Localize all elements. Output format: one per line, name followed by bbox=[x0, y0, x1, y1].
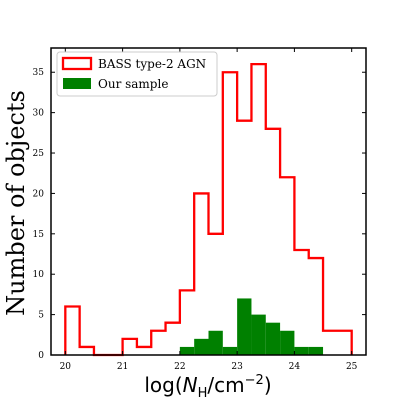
y-tick-label: 0 bbox=[38, 351, 44, 361]
our-sample-bar bbox=[194, 338, 209, 355]
legend-label-bass: BASS type-2 AGN bbox=[98, 57, 206, 71]
our-sample-bar bbox=[208, 330, 223, 355]
x-tick-label: 24 bbox=[289, 362, 301, 372]
our-sample-bar bbox=[251, 314, 266, 355]
our-sample-bar bbox=[237, 298, 252, 355]
y-tick-label: 20 bbox=[33, 189, 45, 199]
legend-box bbox=[56, 51, 218, 97]
y-tick-label: 15 bbox=[33, 230, 45, 240]
x-tick-label: 22 bbox=[174, 362, 185, 372]
legend: BASS type-2 AGN Our sample bbox=[56, 51, 218, 97]
y-tick-label: 25 bbox=[33, 149, 45, 159]
our-sample-bar bbox=[280, 330, 295, 355]
y-axis-title: Number of objects bbox=[2, 90, 30, 316]
x-tick-label: 20 bbox=[60, 362, 72, 372]
legend-swatch-bass bbox=[61, 56, 93, 71]
x-tick-label: 21 bbox=[117, 362, 128, 372]
axis-tick-labels: 20 21 22 23 24 25 0 5 10 15 20 25 30 35 bbox=[33, 68, 358, 372]
x-tick-label: 25 bbox=[346, 362, 358, 372]
legend-label-our-sample: Our sample bbox=[98, 77, 168, 91]
y-tick-label: 5 bbox=[38, 311, 44, 321]
bass-type2-step-line bbox=[64, 63, 353, 357]
axis-ticks bbox=[51, 48, 366, 356]
x-axis-title: log(NH/cm−2) bbox=[144, 373, 271, 401]
our-sample-bar bbox=[294, 346, 309, 355]
x-tick-label: 23 bbox=[231, 362, 243, 372]
our-sample-bar bbox=[308, 346, 324, 355]
legend-swatch-our-sample bbox=[63, 78, 91, 89]
our-sample-bar bbox=[222, 346, 238, 355]
y-tick-label: 30 bbox=[33, 109, 45, 119]
our-sample-bar bbox=[179, 346, 195, 355]
our-sample-bar bbox=[265, 322, 281, 355]
axes-frame bbox=[50, 47, 367, 356]
our-sample-bars bbox=[179, 298, 324, 355]
y-tick-label: 10 bbox=[33, 270, 45, 280]
y-tick-label: 35 bbox=[33, 68, 45, 78]
